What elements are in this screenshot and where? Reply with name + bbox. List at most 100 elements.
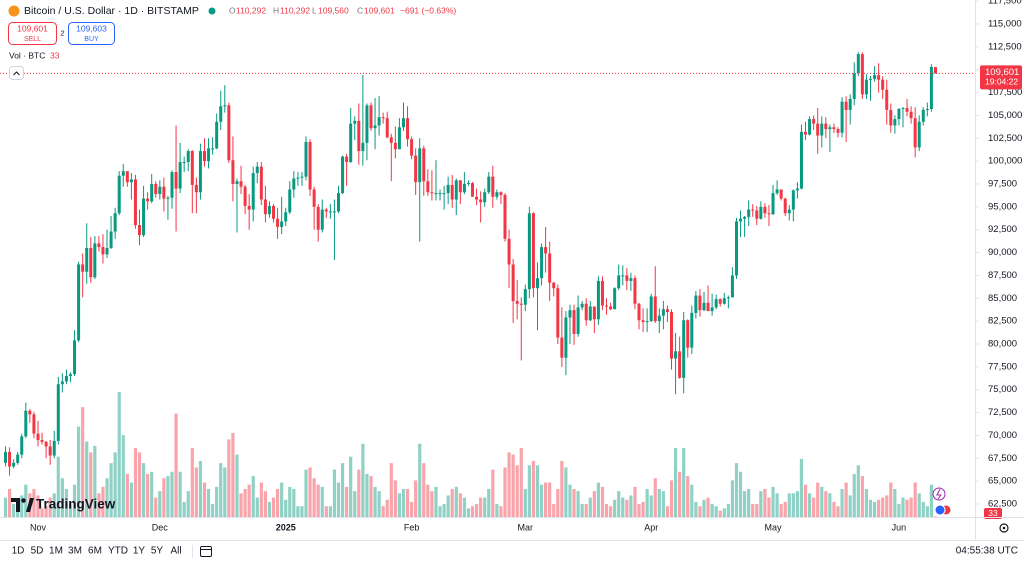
volume-bar [215,486,219,517]
candle-body [166,197,170,199]
volume-bar [121,435,125,517]
candle-body [665,309,669,312]
range-button[interactable]: All [170,546,181,557]
volume-bar [336,482,341,517]
range-button[interactable]: 6M [88,546,102,557]
sell-label[interactable]: SELL [24,36,41,43]
market-status[interactable] [208,7,216,15]
news-icon[interactable] [934,504,946,516]
volume-bar [186,491,190,517]
candle-body [462,183,466,193]
event-icon[interactable] [932,487,946,501]
volume-bar [393,480,397,517]
candle-body [531,213,535,289]
range-button[interactable]: YTD [108,546,128,557]
range-button[interactable]: 1Y [133,546,146,557]
y-tick-label: 70,000 [988,430,1017,441]
volume-bar [300,506,304,517]
candle-body [678,351,682,378]
volume-bar [223,467,227,517]
volume-bar [296,506,300,517]
candle-body [706,302,710,312]
volume-bar [385,499,389,517]
candle-body [487,176,491,193]
ohlc-key: H [273,5,279,15]
volume-bar [101,486,105,517]
volume-bar [872,501,877,517]
y-tick-label: 112,500 [988,41,1022,52]
candle-body [418,148,422,183]
candle-body [686,320,690,348]
candle-body [617,275,621,289]
candle-body [353,120,357,124]
range-button[interactable]: 3M [68,546,82,557]
range-button[interactable]: 1D [12,546,25,557]
volume-bar [625,499,629,517]
volume-bar [194,467,198,517]
sell-button[interactable] [8,22,57,45]
candle-body [747,209,751,217]
go-to-date[interactable] [200,546,212,557]
settings-button[interactable] [999,523,1009,533]
buy-button[interactable] [68,22,115,45]
candle-body [36,433,40,441]
candle-body [820,123,824,136]
range-button[interactable]: 5Y [151,546,164,557]
volume-bar [365,473,369,517]
volume-bar [125,473,129,517]
logo-text: TradingView [36,497,116,512]
candle-body [276,218,280,227]
volume-bar [645,488,649,517]
candle-body [812,119,816,124]
candle-body [771,193,775,215]
buy-label[interactable]: BUY [84,36,99,43]
volume-bar [840,488,844,517]
candle-body [913,118,917,148]
volume-bar [726,504,730,517]
candle-body [775,189,779,194]
x-tick-label: Mar [518,522,534,532]
volume-bar [129,482,133,517]
volume-bar [921,501,925,517]
range-button[interactable]: 5D [31,546,44,557]
y-tick-label: 75,000 [988,384,1017,395]
spread: 2 [60,28,64,37]
candle-body [580,303,584,308]
clock[interactable]: 04:55:38 UTC [956,546,1018,557]
buy-price[interactable]: 109,603 [76,23,107,33]
volume-bar [418,443,422,517]
volume-bar [881,497,885,517]
candle-body [495,192,499,197]
symbol-icon [8,5,20,17]
y-tick-label: 107,500 [988,87,1022,98]
sell-price[interactable]: 109,601 [17,23,48,33]
candle-body [921,109,925,122]
collapse-button[interactable] [9,66,24,80]
symbol-title[interactable]: Bitcoin / U.S. Dollar · 1D · BITSTAMP [24,5,199,17]
volume-bar [767,497,771,517]
y-tick-label: 85,000 [988,293,1017,304]
volume-bar [682,448,686,517]
candle-body [337,193,341,212]
candle-body [730,275,734,298]
candle-body [929,66,933,109]
volume-bar [637,504,641,517]
volume-bar [52,493,56,517]
candle-body [414,155,418,183]
volume-bar [653,478,657,517]
candle-body [235,181,239,184]
volume-bar [76,426,81,517]
candle-body [885,89,889,110]
logo-mark [11,498,20,512]
tradingview-logo[interactable]: TradingView [11,497,116,512]
candle-body [670,311,674,359]
volume-bar [877,499,881,517]
range-button[interactable]: 1M [49,546,63,557]
candle-body [491,176,495,197]
volume-bar [48,497,52,517]
candle-body [117,175,121,214]
volume-legend-value: 33 [50,50,60,60]
candle-body [357,120,361,152]
candle-body [889,109,893,126]
